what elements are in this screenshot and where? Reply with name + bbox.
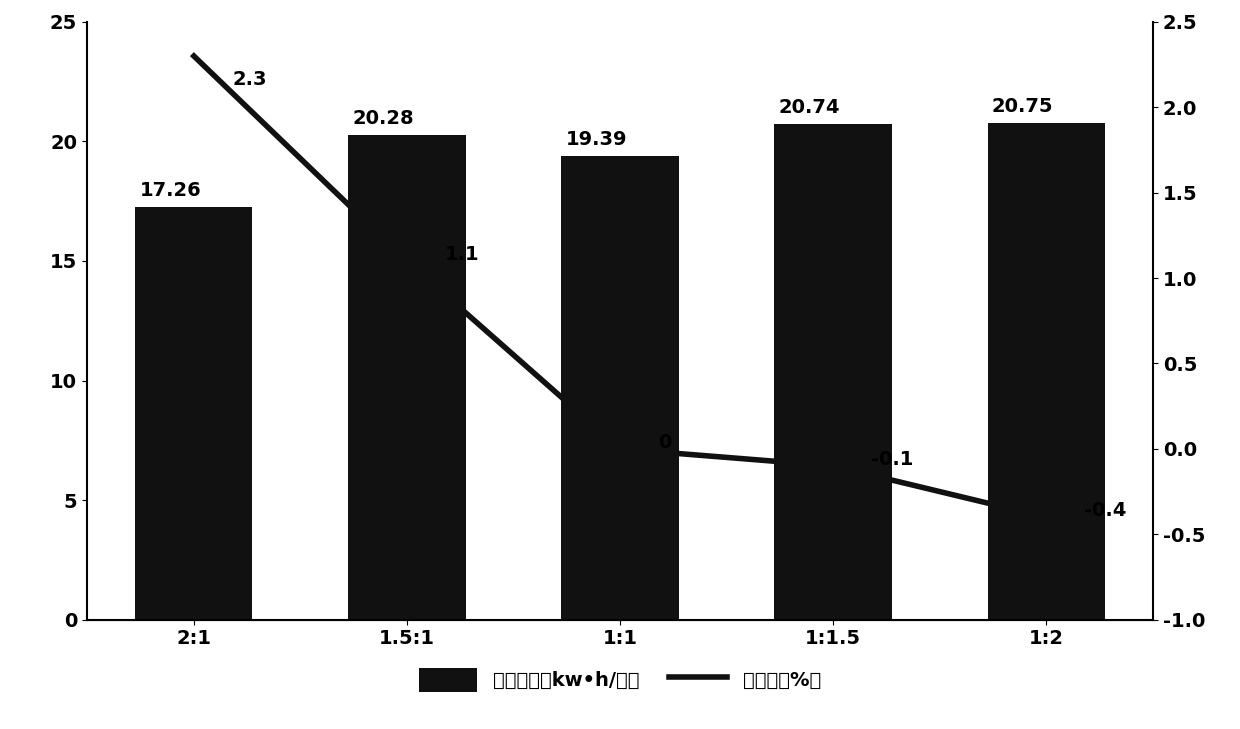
Text: -0.1: -0.1: [872, 450, 914, 469]
Bar: [775, 124, 892, 620]
Text: 20.28: 20.28: [352, 109, 414, 128]
Text: 1.1: 1.1: [445, 245, 480, 264]
Text: 0: 0: [658, 432, 672, 451]
Text: -0.4: -0.4: [1085, 501, 1127, 520]
Bar: [348, 135, 465, 620]
Bar: [135, 207, 253, 620]
Text: 19.39: 19.39: [565, 130, 627, 149]
Bar: [562, 156, 678, 620]
Legend: 制冷能耗（kw•h/㎡）, 节能率（%）: 制冷能耗（kw•h/㎡）, 节能率（%）: [412, 660, 828, 700]
Text: 20.74: 20.74: [779, 98, 841, 117]
Text: 2.3: 2.3: [232, 70, 267, 89]
Text: 17.26: 17.26: [140, 181, 201, 200]
Text: 20.75: 20.75: [992, 97, 1053, 117]
Bar: [987, 123, 1105, 620]
